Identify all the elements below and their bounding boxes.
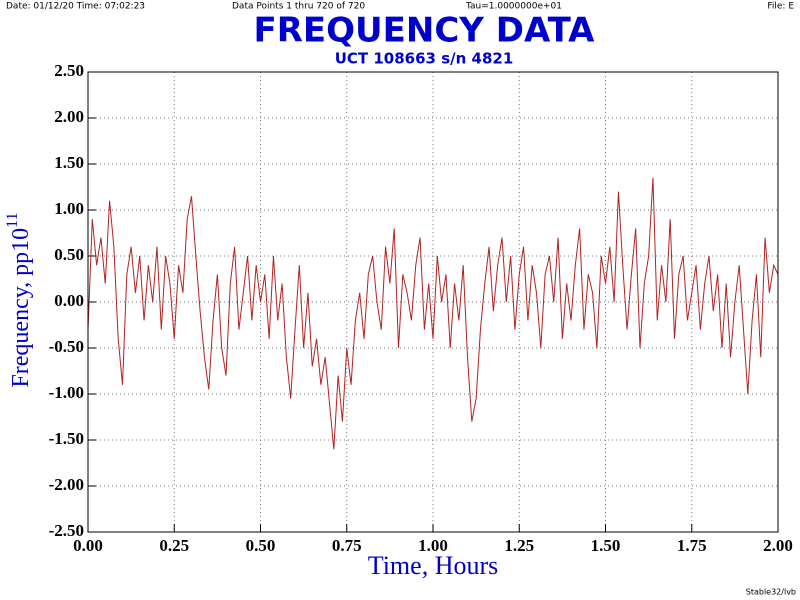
y-tick-label: 0.50 [54, 245, 84, 264]
header-points: Data Points 1 thru 720 of 720 [232, 2, 365, 12]
y-axis-label: Frequency, pp1011 [4, 212, 34, 387]
x-tick-label: 1.50 [591, 536, 621, 555]
header-tau: Tau=1.0000000e+01 [465, 2, 562, 12]
y-tick-label: 2.50 [54, 61, 84, 80]
x-tick-label: 0.00 [73, 536, 103, 555]
y-axis-label-text: Frequency, pp10 [8, 228, 34, 388]
x-axis-label: Time, Hours [368, 551, 499, 580]
header-file: File: E [767, 2, 794, 12]
y-tick-label: 1.50 [54, 153, 84, 172]
y-tick-label: -2.50 [49, 521, 84, 540]
x-tick-label: 2.00 [763, 536, 793, 555]
x-tick-label: 1.25 [504, 536, 534, 555]
y-axis-label-exponent: 11 [4, 212, 21, 227]
y-tick-label: -0.50 [49, 337, 84, 356]
y-tick-label: -2.00 [49, 475, 84, 494]
x-tick-label: 1.00 [418, 536, 448, 555]
chart-subtitle: UCT 108663 s/n 4821 [335, 50, 514, 68]
x-tick-label: 0.75 [332, 536, 362, 555]
y-tick-label: 1.00 [54, 199, 84, 218]
y-tick-label: 0.00 [54, 291, 84, 310]
footer-credit: Stable32/lvb [746, 588, 796, 597]
plot-area: 2.50 2.00 1.50 1.00 0.50 0.00 -0.50 -1.00 -1.50 -… [49, 61, 793, 555]
y-tick-label: 2.00 [54, 107, 84, 126]
data-line [87, 177, 779, 450]
chart-title: FREQUENCY DATA [254, 11, 596, 51]
y-tick-label: -1.00 [49, 383, 84, 402]
y-tick-label: -1.50 [49, 429, 84, 448]
x-tick-label: 0.50 [246, 536, 276, 555]
plot-frame [87, 71, 779, 533]
x-tick-label: 0.25 [159, 536, 189, 555]
x-tick-label: 1.75 [677, 536, 707, 555]
header-date: Date: 01/12/20 Time: 07:02:23 [6, 2, 145, 12]
